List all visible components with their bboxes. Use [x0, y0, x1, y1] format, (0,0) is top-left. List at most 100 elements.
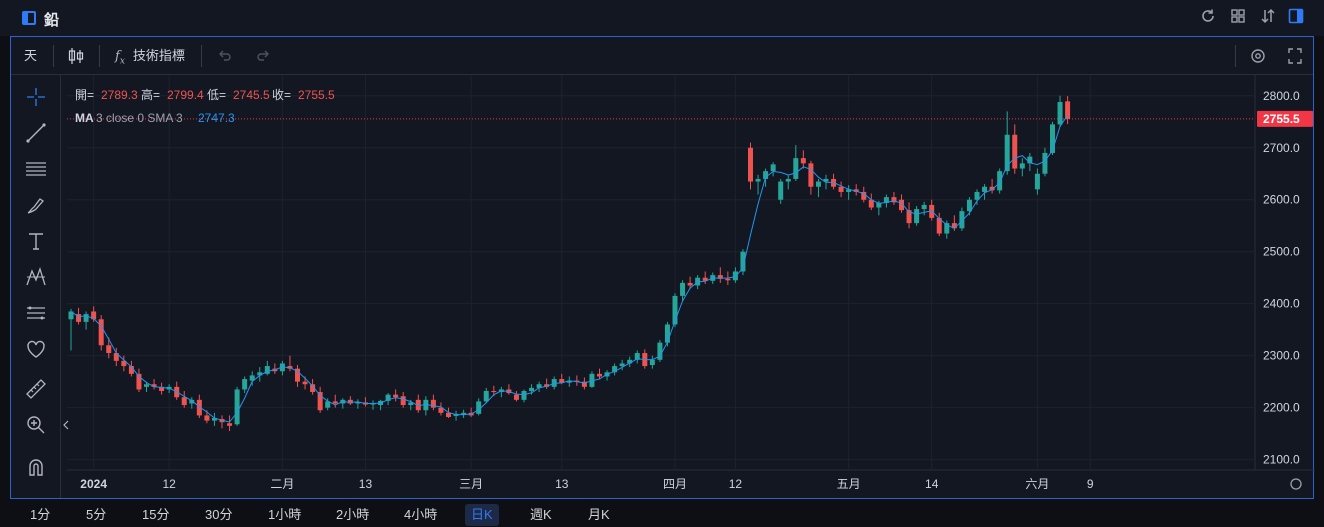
sidebar-toggle-icon[interactable] [22, 11, 36, 25]
timeframe-monthly[interactable]: 月K [588, 507, 610, 522]
candle-body [966, 199, 972, 212]
candle-body [295, 368, 300, 382]
candle-body [317, 392, 323, 411]
chart-canvas[interactable]: 2755.5 2100.0 2200.0 2300.0 2400.0 2500.0 260… [67, 75, 1315, 500]
candle-body [332, 401, 338, 404]
candle-body [423, 399, 429, 411]
candle-body [513, 394, 519, 400]
interval-button[interactable]: 天 [24, 48, 38, 63]
timeframe-1m[interactable]: 1分 [30, 507, 51, 522]
horizontal-lines-icon[interactable] [24, 157, 48, 181]
grid-layout-icon[interactable] [1228, 8, 1248, 28]
timeframe-2h[interactable]: 2小時 [336, 507, 370, 522]
candle-body [76, 314, 82, 322]
toolbar-divider [99, 45, 100, 67]
timeframe-30m[interactable]: 30分 [205, 507, 233, 522]
x-tick-label: 四月 [663, 477, 687, 491]
timeframe-1h[interactable]: 1小時 [268, 507, 302, 522]
candle-body [355, 402, 361, 404]
candle-body [763, 171, 769, 179]
candle-body [415, 399, 421, 411]
candlestick-type-icon[interactable] [67, 37, 85, 75]
fullscreen-icon[interactable] [1287, 37, 1303, 75]
candle-body [136, 373, 142, 390]
timeframe-weekly[interactable]: 週K [530, 507, 552, 522]
price-chart[interactable]: 2755.5 2100.0 2200.0 2300.0 2400.0 2500.0 260… [67, 75, 1315, 500]
title-bar: 鉛 [0, 0, 1324, 36]
x-tick-label: 六月 [1025, 477, 1049, 491]
candle-body [846, 189, 852, 192]
candle-body [883, 197, 889, 203]
candle-body [83, 314, 89, 322]
candle-body [257, 372, 263, 376]
candle-body [521, 391, 527, 400]
sort-arrows-icon[interactable] [1258, 8, 1278, 28]
candle-body [899, 199, 904, 211]
y-tick-label: 2100.0 [1263, 453, 1300, 467]
timeframe-bar: 1分 5分 15分 30分 1小時 2小時 4小時 日K 週K 月K [0, 500, 1324, 527]
candle-body [717, 275, 723, 279]
legend-high-label: 高= [141, 87, 160, 102]
candle-body [868, 199, 874, 208]
legend-high-value: 2799.4 [167, 88, 204, 102]
candle-body [627, 359, 633, 364]
candle-body [529, 387, 535, 391]
candle-body [68, 311, 74, 320]
y-tick-label: 2200.0 [1263, 401, 1300, 415]
candle-body [302, 381, 308, 385]
magnet-icon[interactable] [24, 455, 48, 479]
collapse-arrow-icon[interactable] [54, 413, 69, 437]
indicators-button[interactable]: fx 技術指標 [115, 37, 185, 75]
candle-body [929, 204, 935, 218]
axis-settings-icon[interactable] [1290, 478, 1302, 490]
candle-body [944, 223, 950, 234]
refresh-icon[interactable] [1198, 8, 1218, 28]
ohlc-legend: 開= 2789.3 高= 2799.4 低= 2745.5 收= 2755.5 … [75, 87, 335, 125]
candle-body [144, 384, 149, 387]
crosshair-icon[interactable] [24, 85, 48, 109]
chart-grid [67, 75, 1315, 471]
candle-body [430, 399, 436, 408]
legend-ma-value: 2747.3 [198, 111, 235, 125]
timeframe-4h[interactable]: 4小時 [404, 507, 438, 522]
indicators-label: 技術指標 [132, 48, 185, 63]
trend-line-icon[interactable] [24, 121, 48, 145]
ruler-icon[interactable] [24, 377, 48, 401]
measure-lines-icon[interactable] [24, 301, 48, 325]
candle-body [793, 158, 799, 179]
candle-body [951, 223, 957, 229]
timeframe-15m[interactable]: 15分 [142, 507, 170, 522]
candle-body [997, 171, 1003, 191]
zoom-in-icon[interactable] [24, 413, 48, 437]
candle-body [914, 209, 920, 224]
candle-body [680, 282, 686, 296]
settings-gear-icon[interactable] [1249, 37, 1267, 75]
y-tick-label: 2800.0 [1263, 89, 1300, 103]
brush-icon[interactable] [24, 193, 48, 217]
timeframe-5m[interactable]: 5分 [86, 507, 107, 522]
heart-favorite-icon[interactable] [24, 337, 48, 361]
candle-body [446, 412, 451, 417]
candle-body [408, 402, 414, 406]
x-tick-label: 12 [729, 477, 743, 491]
x-tick-label: 二月 [270, 477, 294, 491]
y-tick-label: 2500.0 [1263, 245, 1300, 259]
legend-close-label: 收= [272, 88, 291, 102]
candle-body [748, 147, 753, 182]
ma-line [70, 114, 1069, 423]
legend-low-value: 2745.5 [233, 88, 270, 102]
pattern-icon[interactable] [24, 265, 48, 289]
candle-body [838, 186, 844, 192]
text-tool-icon[interactable] [24, 229, 48, 253]
timeframe-daily[interactable]: 日K [465, 504, 499, 526]
panel-toggle-icon[interactable] [1286, 8, 1306, 28]
candle-body [808, 163, 814, 187]
chart-toolbar: 天 fx 技術指標 [11, 37, 1313, 75]
redo-icon[interactable] [255, 37, 271, 75]
candle-body [755, 178, 761, 182]
candle-body [1012, 134, 1018, 169]
undo-icon[interactable] [217, 37, 233, 75]
candle-body [196, 399, 202, 416]
candle-body [264, 366, 270, 374]
legend-low-label: 低= [207, 88, 226, 102]
